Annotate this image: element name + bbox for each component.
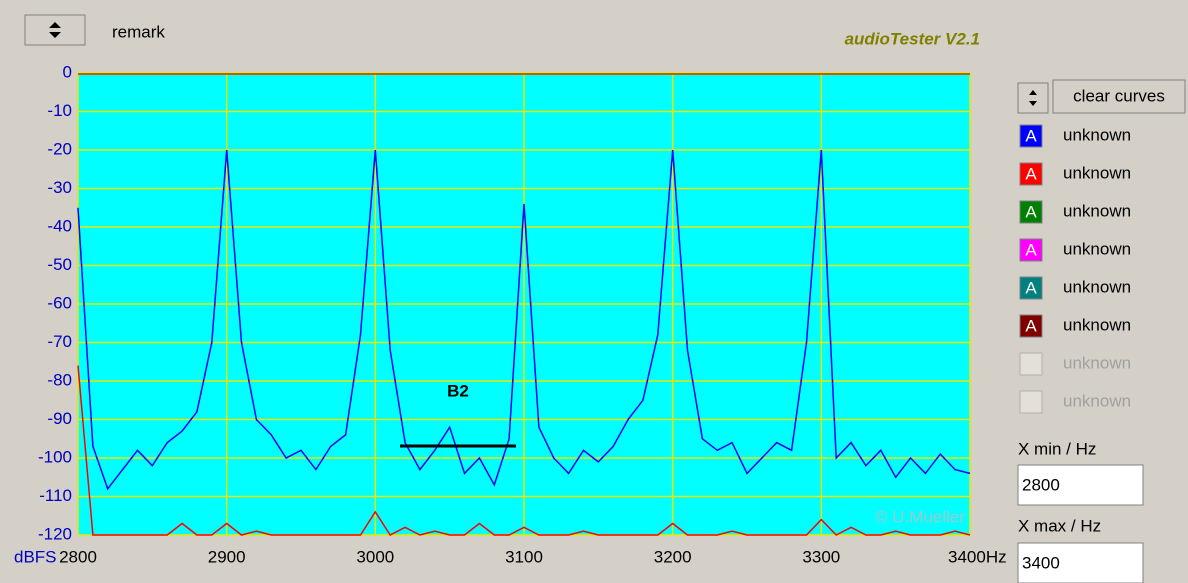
y-tick-label: -80 <box>47 370 72 389</box>
x-tick-label: 3200 <box>654 547 692 566</box>
curve-icon[interactable] <box>1019 124 1043 148</box>
curve-name: unknown <box>1063 391 1131 410</box>
curve-icon[interactable] <box>1019 276 1043 300</box>
curve-icon[interactable] <box>1019 238 1043 262</box>
remark: remark <box>112 22 165 41</box>
curve-icon-label: A <box>1025 164 1037 183</box>
x-tick-label: 2800 <box>59 547 97 566</box>
curve-name: unknown <box>1063 315 1131 334</box>
x-tick-label: 3400Hz <box>948 547 1007 566</box>
curve-name: unknown <box>1063 201 1131 220</box>
y-tick-label: -70 <box>47 332 72 351</box>
curve-name: unknown <box>1063 125 1131 144</box>
curve-icon[interactable] <box>1019 314 1043 338</box>
curve-icon <box>1019 352 1043 376</box>
xmin-value: 2800 <box>1022 475 1060 494</box>
series-line <box>77 149 971 491</box>
y-tick-label: -90 <box>47 409 72 428</box>
y-tick-label: -10 <box>47 101 72 120</box>
small-spinner[interactable] <box>1017 82 1049 114</box>
curve-icon[interactable] <box>1019 162 1043 186</box>
x-tick-label: 3000 <box>356 547 394 566</box>
annotation: B2 <box>447 381 469 400</box>
y-tick-label: -30 <box>47 178 72 197</box>
plot <box>77 72 971 536</box>
y-unit: dBFS <box>14 547 57 566</box>
curve-name: unknown <box>1063 353 1131 372</box>
curve-icon-label: A <box>1025 202 1037 221</box>
xmax-input[interactable] <box>1017 542 1144 583</box>
xmax-value: 3400 <box>1022 553 1060 572</box>
clear-button-label: clear curves <box>1073 86 1165 105</box>
xmin-input[interactable] <box>1017 464 1144 506</box>
curve-icon-label: A <box>1025 316 1037 335</box>
y-tick-label: -60 <box>47 293 72 312</box>
spin-arrows <box>1029 90 1037 106</box>
y-tick-label: -120 <box>38 524 72 543</box>
app-title: audioTester V2.1 <box>845 29 980 48</box>
y-tick-label: 0 <box>63 62 72 81</box>
curve-icon-label: A <box>1025 278 1037 297</box>
curve-icon-label: A <box>1025 126 1037 145</box>
clear-button[interactable] <box>1052 79 1186 114</box>
spin-arrows <box>49 22 61 38</box>
spin-button[interactable] <box>24 14 86 46</box>
x-tick-label: 2900 <box>208 547 246 566</box>
y-tick-label: -50 <box>47 255 72 274</box>
watermark: © U.Mueller <box>875 507 965 526</box>
y-tick-label: -100 <box>38 447 72 466</box>
curve-icon[interactable] <box>1019 200 1043 224</box>
xmax-label: X max / Hz <box>1018 516 1101 535</box>
button-frame[interactable] <box>24 14 86 46</box>
y-tick-label: -40 <box>47 216 72 235</box>
y-tick-label: -20 <box>47 139 72 158</box>
curve-name: unknown <box>1063 163 1131 182</box>
curve-name: unknown <box>1063 277 1131 296</box>
x-tick-label: 3300 <box>802 547 840 566</box>
curve-name: unknown <box>1063 239 1131 258</box>
curve-icon-label: A <box>1025 240 1037 259</box>
x-tick-label: 3100 <box>505 547 543 566</box>
y-tick-label: -110 <box>39 486 72 505</box>
series-line <box>77 365 971 536</box>
xmin-label: X min / Hz <box>1018 439 1096 458</box>
curve-icon <box>1019 390 1043 414</box>
